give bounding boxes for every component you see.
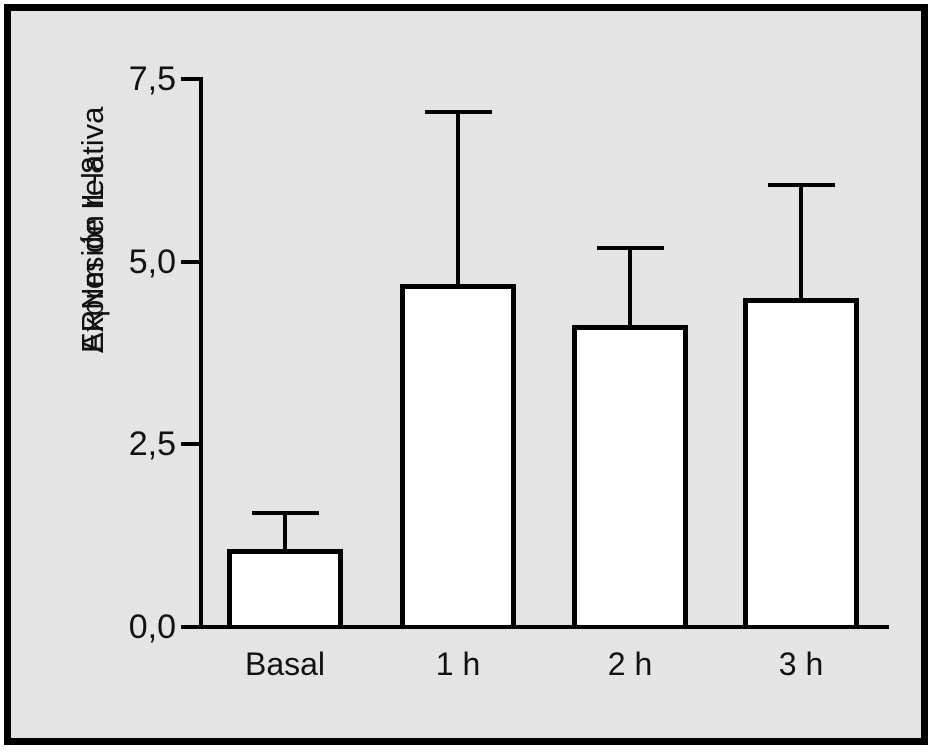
- error-bar-stem: [283, 513, 287, 549]
- error-bar-cap: [596, 246, 664, 251]
- x-axis-line: [199, 625, 889, 629]
- bar: [227, 548, 343, 627]
- x-category-label: 1 h: [435, 646, 481, 682]
- error-bar-cap: [424, 109, 492, 114]
- y-tick-label: 2,5: [128, 425, 176, 464]
- error-bar-cap: [251, 511, 319, 515]
- y-axis-title-line2: Expresión relativa: [75, 106, 110, 353]
- y-tick-mark: [181, 259, 199, 264]
- y-tick-label: 0,0: [128, 608, 176, 646]
- bar: [572, 325, 688, 627]
- y-tick-mark: [181, 76, 199, 81]
- x-category-label: 2 h: [607, 646, 653, 682]
- y-tick-label: 5,0: [128, 242, 176, 281]
- y-tick-label: 7,5: [128, 59, 176, 98]
- bar: [743, 298, 859, 627]
- bar: [400, 283, 516, 627]
- x-category-label: Basal: [244, 646, 326, 682]
- error-bar-stem: [799, 184, 803, 299]
- y-axis-line: [199, 76, 203, 629]
- error-bar-stem: [628, 248, 632, 326]
- y-tick-mark: [181, 442, 199, 447]
- error-bar-stem: [456, 111, 460, 284]
- x-category-label: 3 h: [778, 646, 824, 682]
- error-bar-cap: [767, 182, 835, 187]
- y-tick-mark: [181, 625, 199, 629]
